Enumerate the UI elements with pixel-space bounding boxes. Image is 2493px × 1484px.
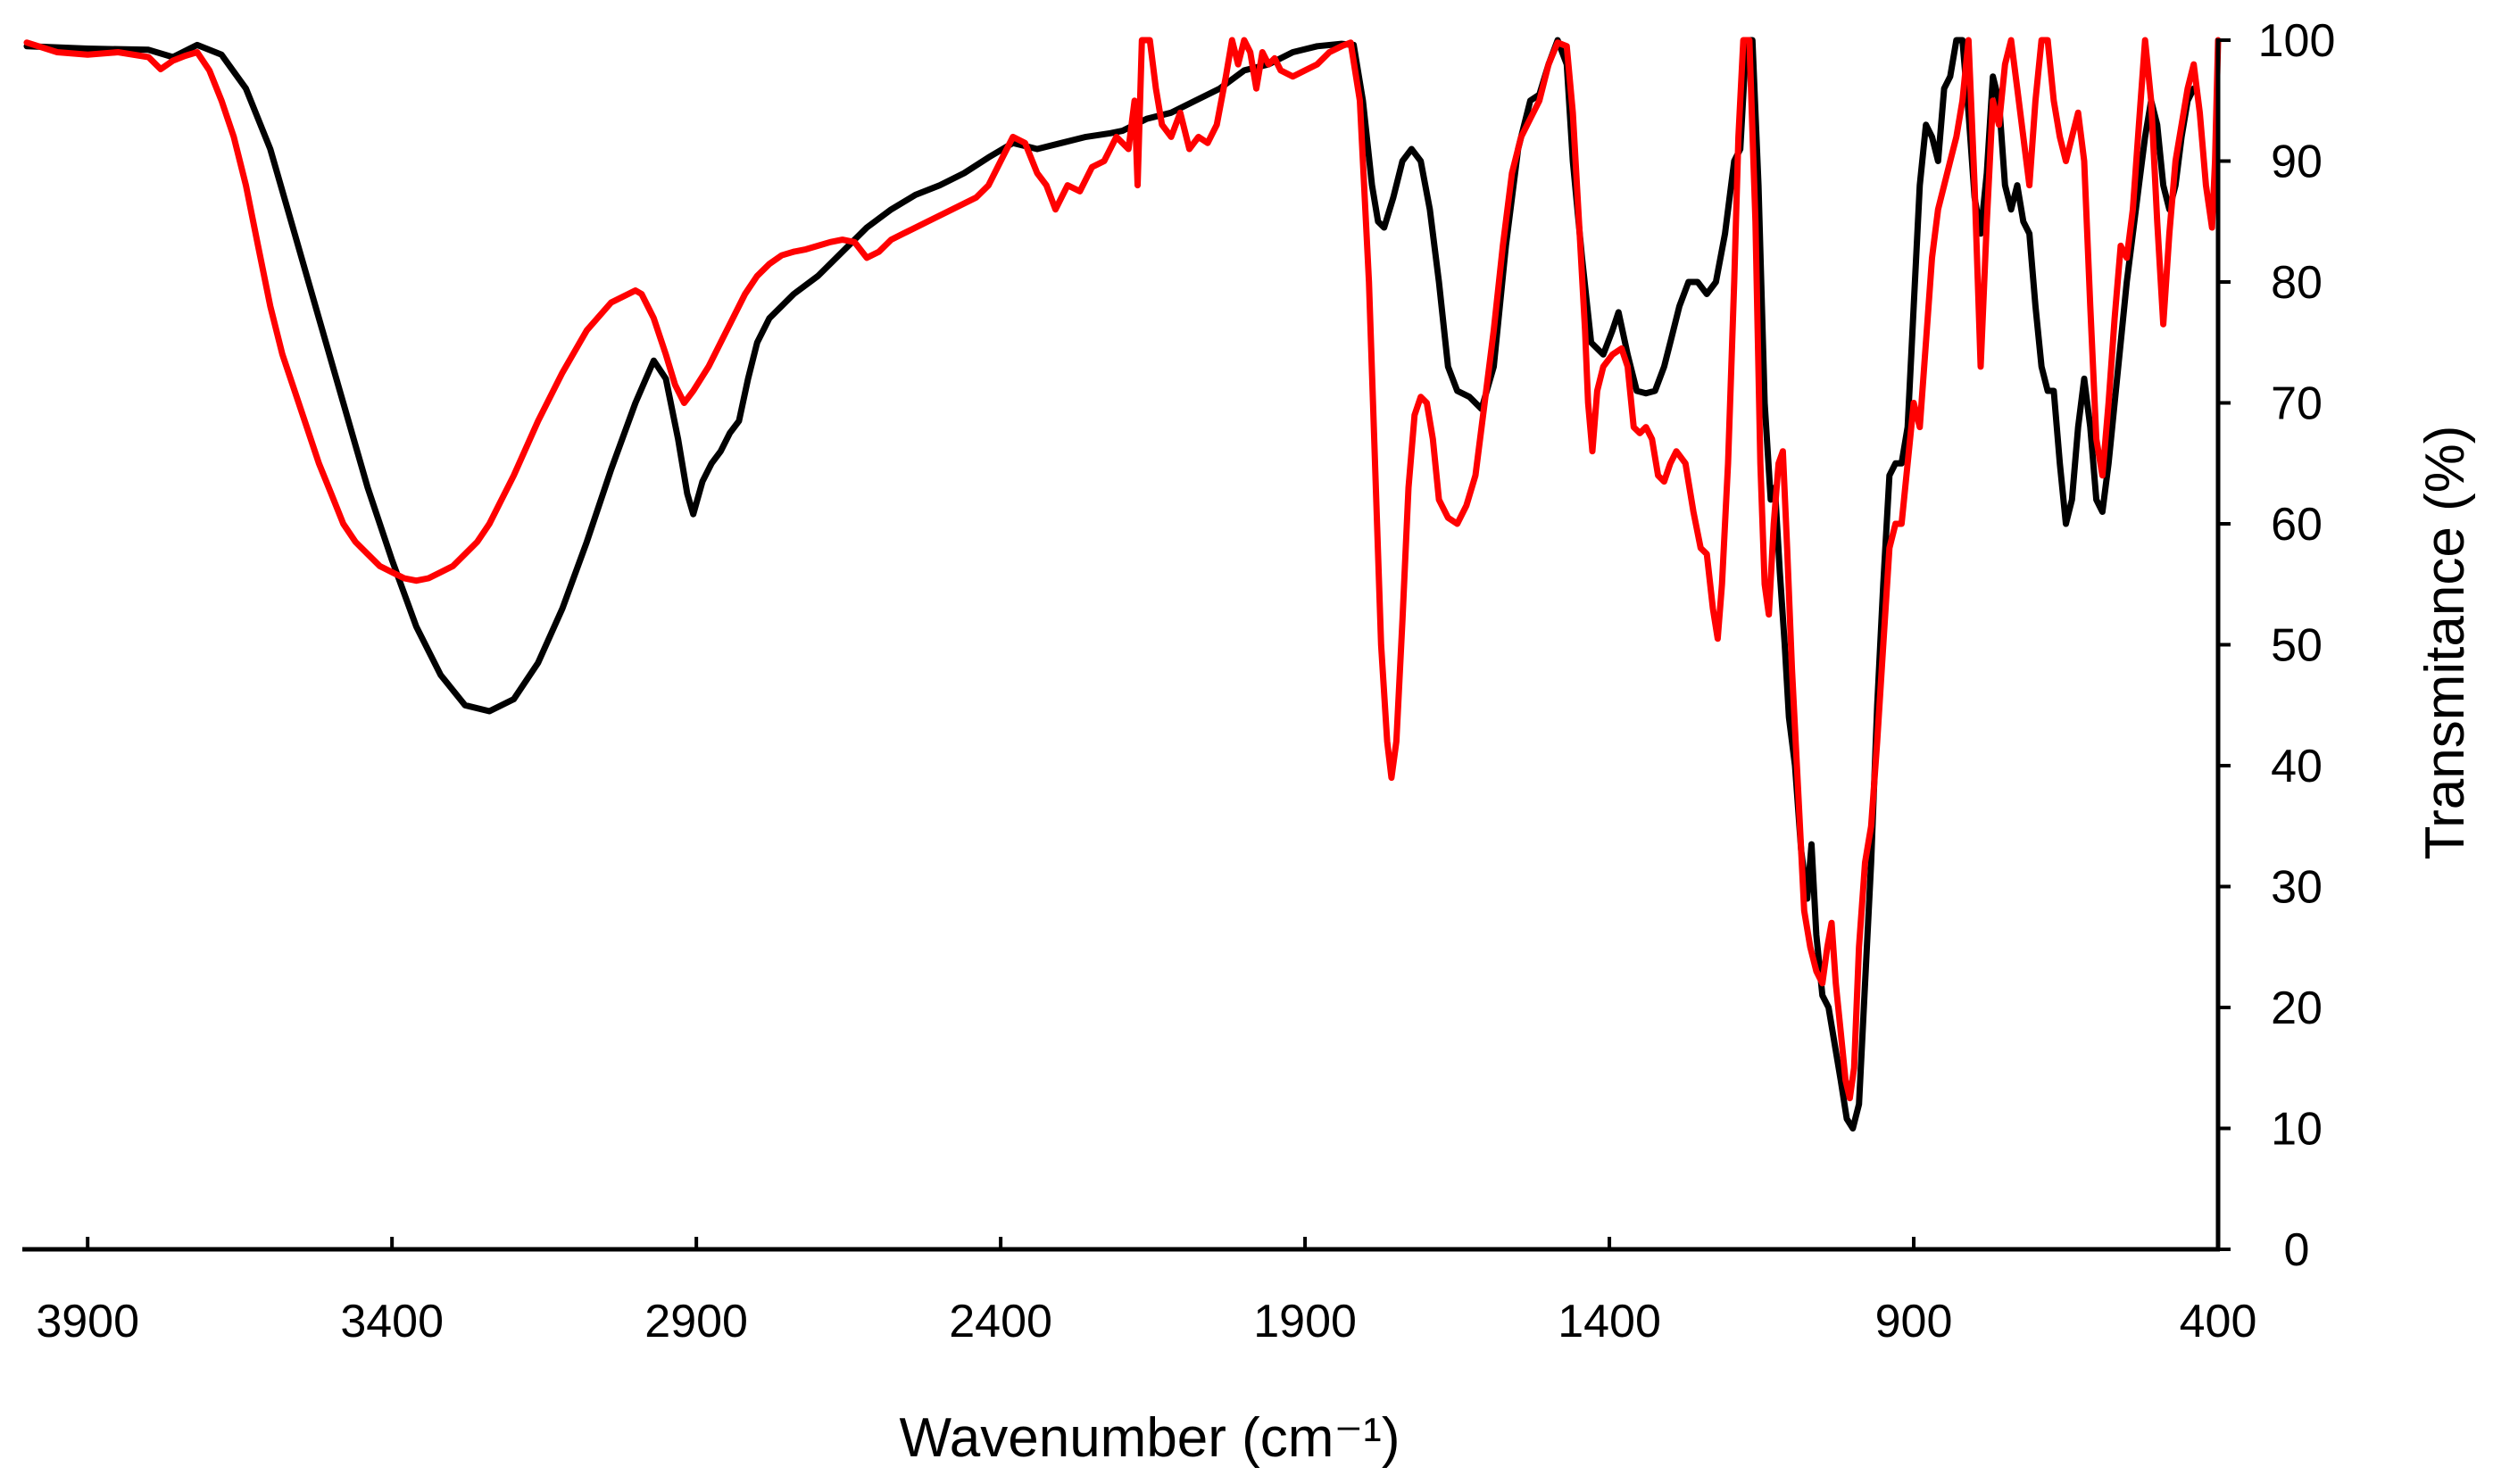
y-tick-label: 10 [2271,1104,2323,1156]
y-tick-label: 50 [2271,620,2323,672]
y-tick-label: 0 [2284,1224,2310,1276]
y-tick-label: 20 [2271,982,2323,1034]
y-tick-label: 80 [2271,257,2323,309]
x-tick-label: 900 [1875,1296,1953,1347]
y-axis-title: Transmitance (%) [2414,426,2476,860]
y-tick-label: 40 [2271,741,2323,792]
y-tick-label: 90 [2271,137,2323,188]
y-tick-label: 100 [2258,15,2336,67]
x-tick-label: 3400 [340,1296,444,1347]
x-tick-label: 1400 [1558,1296,1661,1347]
x-tick-label: 3900 [36,1296,139,1347]
y-tick-label: 30 [2271,862,2323,914]
x-tick-label: 2900 [644,1296,748,1347]
y-tick-label: 60 [2271,499,2323,551]
series-layer [23,37,2222,1132]
x-tick-label: 2400 [949,1296,1052,1347]
x-axis-ticks: 3900 3400 2900 2400 1900 1400 900 400 [36,1237,2256,1347]
y-tick-label: 70 [2271,378,2323,430]
x-axis-title: Wavenumber (cm⁻¹) [900,1407,1400,1469]
x-tick-label: 1900 [1253,1296,1357,1347]
y-axis-ticks: 0 10 20 30 40 50 60 70 80 90 100 [2218,15,2335,1276]
series-line-2 [23,37,2222,1102]
series-line-1 [23,37,2198,1132]
x-tick-label: 400 [2180,1296,2257,1347]
